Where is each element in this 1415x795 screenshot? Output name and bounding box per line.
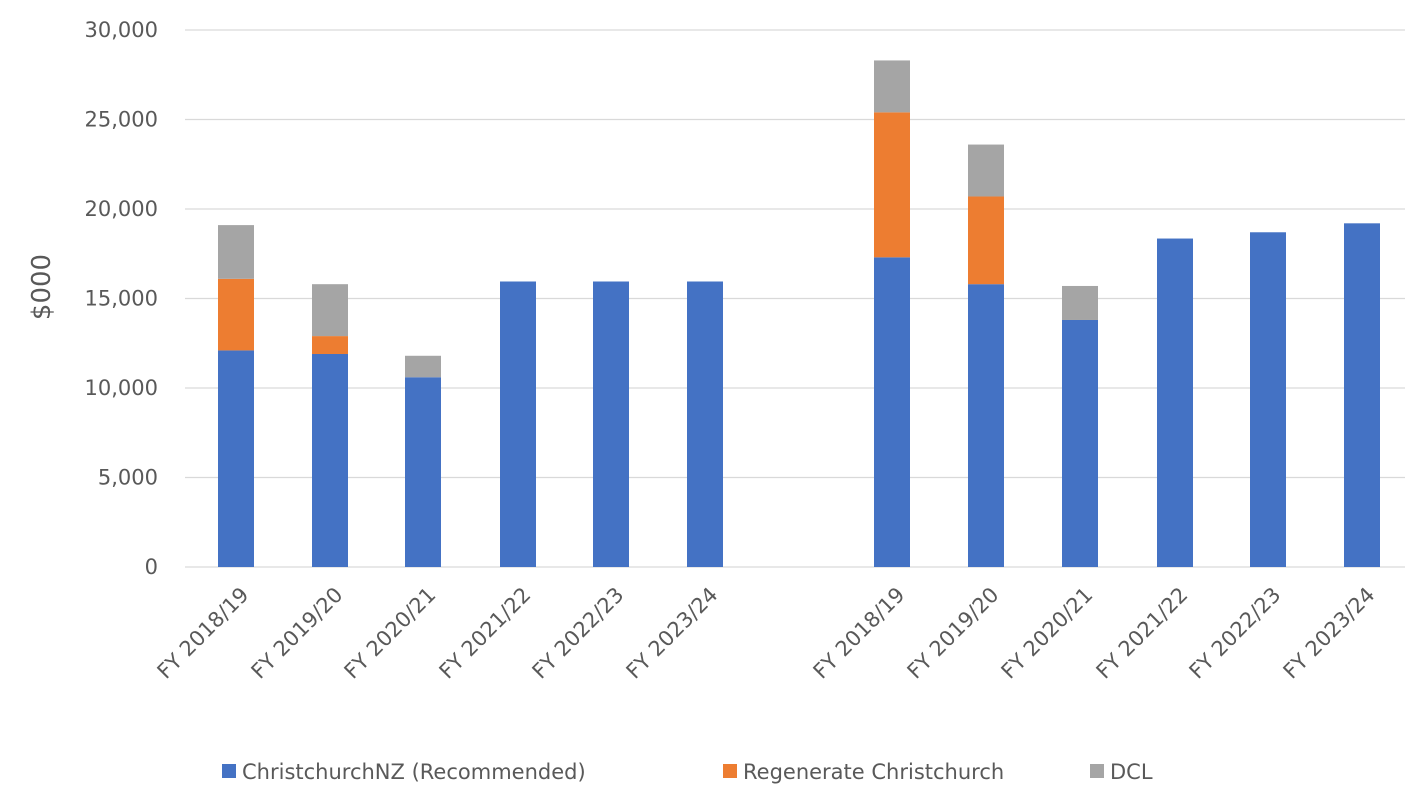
- bar-segment: [218, 350, 254, 567]
- bar-segment: [218, 225, 254, 279]
- y-tick-label: 25,000: [85, 108, 158, 132]
- bar-segment: [405, 355, 441, 378]
- y-tick-label: 30,000: [85, 18, 158, 42]
- y-tick-label: 10,000: [85, 376, 158, 400]
- legend-swatch: [222, 764, 236, 778]
- bar-segment: [1157, 238, 1193, 567]
- bar-segment: [312, 336, 348, 354]
- bar-segment: [968, 144, 1004, 197]
- x-tick-label: FY 2021/22: [1092, 583, 1193, 684]
- legend: ChristchurchNZ (Recommended) Regenerate C…: [222, 760, 1153, 784]
- x-tick-label: FY 2021/22: [435, 583, 536, 684]
- legend-label: ChristchurchNZ (Recommended): [242, 760, 586, 784]
- bar-segment: [968, 284, 1004, 567]
- y-axis-title: $000: [27, 254, 57, 320]
- bar-segment: [1344, 223, 1380, 567]
- bar-segment: [1250, 232, 1286, 567]
- bars: [218, 60, 1380, 567]
- y-tick-label: 20,000: [85, 197, 158, 221]
- bar-segment: [874, 112, 910, 258]
- bar-segment: [312, 353, 348, 567]
- y-tick-label: 0: [145, 555, 158, 579]
- bar-segment: [874, 60, 910, 113]
- bar-segment: [968, 196, 1004, 285]
- bar-segment: [687, 281, 723, 567]
- x-tick-label: FY 2018/19: [809, 583, 910, 684]
- x-tick-label: FY 2023/24: [1279, 583, 1380, 684]
- bar-segment: [405, 377, 441, 567]
- legend-label: DCL: [1110, 760, 1153, 784]
- bar-segment: [1062, 285, 1098, 320]
- bar-segment: [1062, 319, 1098, 567]
- legend-swatch: [1090, 764, 1104, 778]
- bar-segment: [500, 281, 536, 567]
- y-axis-ticks: 0 5,000 10,000 15,000 20,000 25,000 30,000: [85, 18, 158, 579]
- bar-segment: [312, 284, 348, 337]
- gridlines: [185, 29, 1405, 568]
- y-tick-label: 15,000: [85, 287, 158, 311]
- x-tick-label: FY 2018/19: [153, 583, 254, 684]
- legend-swatch: [723, 764, 737, 778]
- legend-label: Regenerate Christchurch: [743, 760, 1004, 784]
- bar-segment: [218, 278, 254, 351]
- x-tick-label: FY 2023/24: [622, 583, 723, 684]
- x-tick-label: FY 2020/21: [997, 583, 1098, 684]
- bar-segment: [593, 281, 629, 567]
- bar-segment: [874, 257, 910, 567]
- x-tick-label: FY 2022/23: [528, 583, 629, 684]
- x-tick-label: FY 2019/20: [247, 583, 348, 684]
- x-tick-label: FY 2022/23: [1185, 583, 1286, 684]
- x-tick-label: FY 2019/20: [903, 583, 1004, 684]
- y-tick-label: 5,000: [98, 466, 158, 490]
- x-tick-label: FY 2020/21: [340, 583, 441, 684]
